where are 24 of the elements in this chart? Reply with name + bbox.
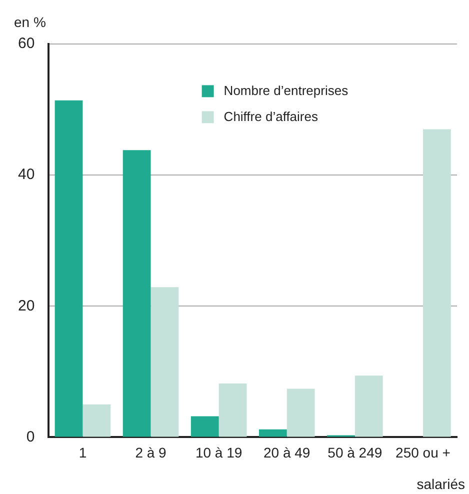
x-tick-label: 20 à 49 [264, 444, 310, 460]
x-tick-label: 50 à 249 [328, 444, 382, 460]
bar [122, 150, 151, 437]
x-tick-label: 10 à 19 [195, 444, 242, 460]
bar [190, 416, 219, 437]
bar [150, 287, 179, 437]
y-tick-label: 40 [18, 166, 35, 184]
x-axis-title: salariés [416, 476, 465, 492]
bar [354, 376, 383, 437]
x-tick-label: 250 ou + [396, 444, 450, 460]
y-tick-label: 20 [18, 297, 35, 314]
y-axis-title: en % [14, 14, 46, 30]
legend-label: Chiffre d’affaires [224, 108, 318, 124]
y-tick-label: 0 [26, 428, 35, 446]
legend-label: Nombre d’entreprises [224, 82, 349, 98]
bar [286, 388, 315, 437]
bar [82, 404, 111, 437]
x-tick-label: 2 à 9 [135, 444, 167, 460]
y-tick-label: 60 [18, 35, 35, 52]
bar [218, 383, 247, 437]
bar [422, 129, 451, 437]
bar [258, 429, 287, 437]
bar [54, 100, 83, 437]
x-tick-label: 1 [78, 444, 87, 460]
